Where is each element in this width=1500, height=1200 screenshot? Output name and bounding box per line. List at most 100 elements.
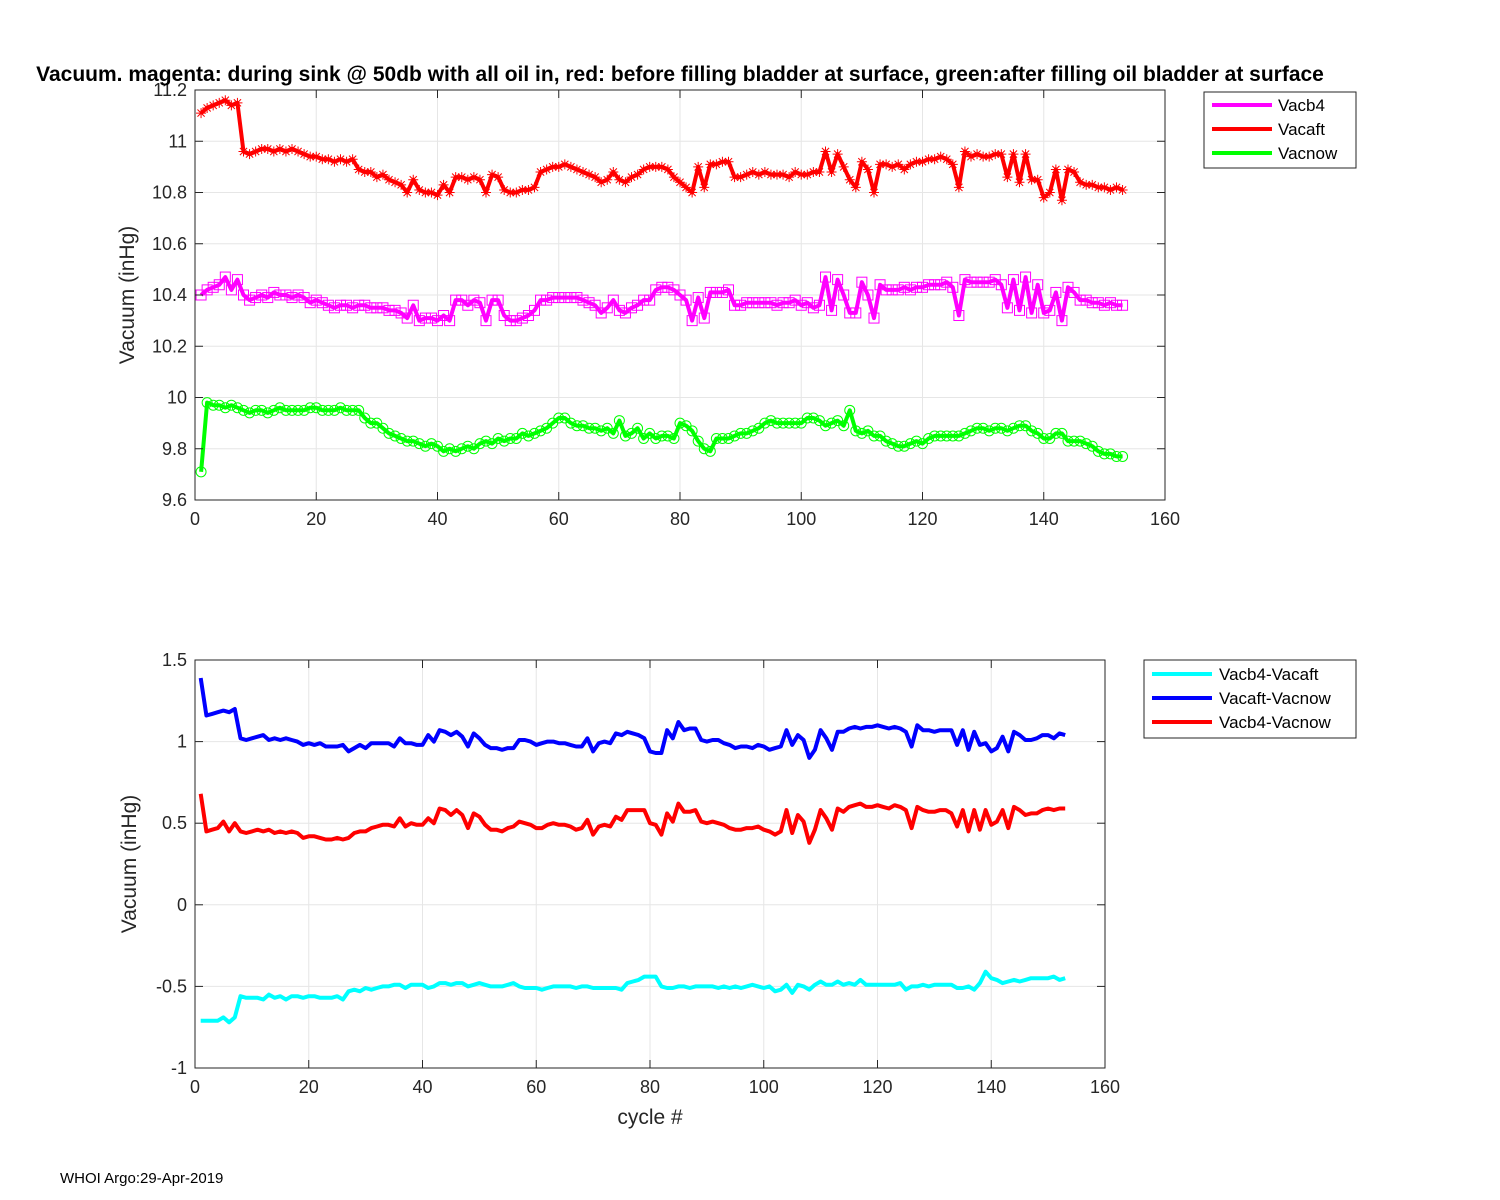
data-point-vacaft	[433, 190, 443, 200]
data-point-vacaft	[590, 172, 600, 182]
bottom-x-tick-label: 20	[299, 1077, 319, 1097]
data-point-vacaft	[699, 182, 709, 192]
bottom-y-tick-label: 0	[177, 895, 187, 915]
data-point-vacaft	[1015, 177, 1025, 187]
top-x-tick-label: 120	[907, 509, 937, 529]
top-y-tick-label: 10	[167, 388, 187, 408]
data-point-vacaft	[833, 149, 843, 159]
top-y-axis-label: Vacuum (inHg)	[116, 226, 139, 365]
top-chart: 0 20 40 60 80 100 120 140 160 9.6 9.8 10 10.2 10.4 10.…	[36, 63, 1356, 529]
data-point-vacaft	[608, 167, 618, 177]
data-point-vacaft	[869, 188, 879, 198]
data-point-vacaft	[1008, 149, 1018, 159]
top-y-tick-label: 11	[168, 131, 187, 151]
data-point-vacaft	[232, 98, 242, 108]
bottom-x-tick-label: 80	[640, 1077, 660, 1097]
data-point-vacaft	[378, 170, 388, 180]
data-point-vacaft	[863, 164, 873, 174]
data-point-vacaft	[1002, 172, 1012, 182]
legend-label-vacb4-vacaft: Vacb4-Vacaft	[1219, 665, 1319, 684]
data-point-vacaft	[396, 180, 406, 190]
data-point-vacaft	[481, 188, 491, 198]
data-point-vacaft	[1051, 164, 1061, 174]
bottom-y-tick-label: 0.5	[162, 813, 187, 833]
top-x-tick-label: 20	[306, 509, 326, 529]
top-x-tick-label: 0	[190, 509, 200, 529]
data-point-vacaft	[960, 147, 970, 157]
bottom-y-tick-label: -0.5	[156, 976, 187, 996]
bottom-x-tick-label: 140	[976, 1077, 1006, 1097]
legend-label-vacnow: Vacnow	[1278, 144, 1338, 163]
data-point-vacaft	[893, 159, 903, 169]
data-point-vacaft	[366, 167, 376, 177]
data-point-vacaft	[669, 172, 679, 182]
top-chart-title: Vacuum. magenta: during sink @ 50db with…	[36, 63, 1324, 86]
bottom-legend: Vacb4-Vacaft Vacaft-Vacnow Vacb4-Vacnow	[1144, 660, 1356, 738]
data-point-vacaft	[408, 175, 418, 185]
top-x-tick-label: 40	[427, 509, 447, 529]
data-point-vacaft	[439, 180, 449, 190]
top-x-tick-label: 160	[1150, 509, 1180, 529]
bottom-y-axis-label: Vacuum (inHg)	[118, 795, 141, 934]
bottom-x-tick-label: 100	[749, 1077, 779, 1097]
top-legend: Vacb4 Vacaft Vacnow	[1204, 92, 1356, 168]
data-point-vacaft	[948, 159, 958, 169]
bottom-x-tick-label: 120	[862, 1077, 892, 1097]
data-point-vacaft	[724, 157, 734, 167]
data-point-vacaft	[821, 147, 831, 157]
top-x-tick-label: 100	[786, 509, 816, 529]
data-point-vacaft	[942, 154, 952, 164]
top-y-tick-label: 9.6	[162, 490, 187, 510]
data-point-vacaft	[814, 167, 824, 177]
footer-text: WHOI Argo:29-Apr-2019	[60, 1170, 223, 1187]
data-point-vacaft	[827, 167, 837, 177]
data-point-vacaft	[839, 162, 849, 172]
data-point-vacaft	[1057, 195, 1067, 205]
bottom-x-tick-label: 40	[412, 1077, 432, 1097]
top-y-tick-label: 10.4	[152, 285, 187, 305]
data-point-vacaft	[348, 154, 358, 164]
data-point-vacaft	[996, 149, 1006, 159]
top-y-tick-label: 10.8	[152, 183, 187, 203]
top-x-tick-label: 140	[1029, 509, 1059, 529]
data-point-vacaft	[687, 188, 697, 198]
data-point-vacaft	[899, 164, 909, 174]
legend-label-vacb4: Vacb4	[1278, 96, 1325, 115]
bottom-y-tick-label: 1	[177, 732, 187, 752]
data-point-vacaft	[845, 175, 855, 185]
data-point-vacaft	[196, 108, 206, 118]
data-point-vacaft	[220, 95, 230, 105]
data-point-vacaft	[663, 164, 673, 174]
data-point-vacaft	[851, 182, 861, 192]
data-point-vacaft	[1069, 167, 1079, 177]
data-point-vacaft	[620, 177, 630, 187]
data-point-vacaft	[675, 177, 685, 187]
data-point-vacaft	[693, 162, 703, 172]
data-point-vacaft	[475, 175, 485, 185]
legend-label-vacb4-vacnow: Vacb4-Vacnow	[1219, 713, 1332, 732]
legend-label-vacaft: Vacaft	[1278, 120, 1325, 139]
bottom-y-tick-label: 1.5	[162, 650, 187, 670]
data-point-vacaft	[633, 170, 643, 180]
data-point-vacaft	[784, 172, 794, 182]
data-point-vacaft	[493, 172, 503, 182]
top-y-tick-label: 9.8	[162, 439, 187, 459]
data-point-vacaft	[602, 175, 612, 185]
data-point-vacaft	[530, 182, 540, 192]
top-y-tick-label: 10.6	[152, 234, 187, 254]
data-point-vacaft	[857, 157, 867, 167]
data-point-vacaft	[445, 188, 455, 198]
top-y-tick-label: 10.2	[152, 336, 187, 356]
data-point-vacaft	[681, 182, 691, 192]
data-point-vacaft	[1033, 175, 1043, 185]
bottom-x-axis-label: cycle #	[617, 1106, 683, 1129]
data-point-vacaft	[1039, 193, 1049, 203]
bottom-y-tick-label: -1	[171, 1058, 187, 1078]
legend-label-vacaft-vacnow: Vacaft-Vacnow	[1219, 689, 1332, 708]
top-x-tick-label: 80	[670, 509, 690, 529]
top-x-tick-label: 60	[549, 509, 569, 529]
data-point-vacaft	[1045, 188, 1055, 198]
data-point-vacaft	[402, 188, 412, 198]
data-point-vacaft	[1118, 185, 1128, 195]
